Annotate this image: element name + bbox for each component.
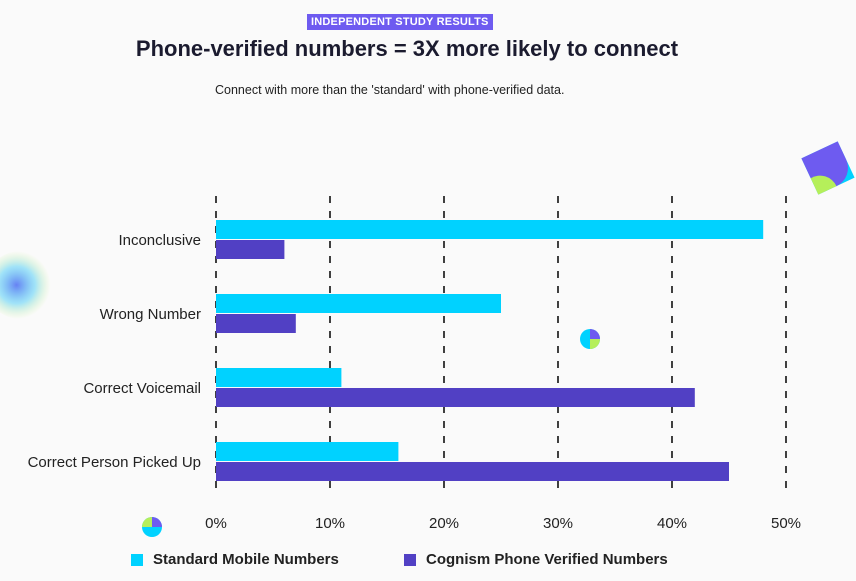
bar-verified bbox=[216, 314, 296, 333]
legend-item-standard: Standard Mobile Numbers bbox=[131, 551, 339, 568]
x-tick-label: 30% bbox=[543, 515, 573, 532]
legend-label-standard: Standard Mobile Numbers bbox=[153, 551, 339, 568]
legend-label-verified: Cognism Phone Verified Numbers bbox=[426, 551, 668, 568]
x-tick-label: 50% bbox=[771, 515, 801, 532]
study-badge: INDEPENDENT STUDY RESULTS bbox=[307, 14, 493, 30]
category-label: Wrong Number bbox=[100, 306, 201, 323]
page-title: Phone-verified numbers = 3X more likely … bbox=[135, 36, 679, 61]
bar-standard bbox=[216, 220, 764, 239]
legend-swatch-standard bbox=[131, 553, 143, 566]
bar-verified bbox=[216, 240, 285, 259]
category-label: Correct Person Picked Up bbox=[28, 454, 201, 471]
bar-standard bbox=[216, 294, 501, 313]
bar-verified bbox=[216, 388, 695, 407]
bar-chart: 0% 10% 20% 30% 40% 50% Inconclusive Wrong Numbe… bbox=[28, 196, 801, 532]
x-tick-label: 10% bbox=[315, 515, 345, 532]
decorative-pie-icon bbox=[580, 329, 600, 349]
x-tick-label: 0% bbox=[205, 515, 227, 532]
legend-item-verified: Cognism Phone Verified Numbers bbox=[404, 551, 668, 568]
category-label: Correct Voicemail bbox=[83, 380, 201, 397]
bar-standard bbox=[216, 442, 399, 461]
bar-standard bbox=[216, 368, 342, 387]
decorative-pie-icon-small bbox=[142, 517, 162, 537]
bar-verified bbox=[216, 462, 729, 481]
category-label: Inconclusive bbox=[118, 232, 201, 249]
x-tick-label: 40% bbox=[657, 515, 687, 532]
legend: Standard Mobile Numbers Cognism Phone Ve… bbox=[0, 551, 856, 573]
decorative-blur-icon bbox=[0, 251, 54, 319]
page-subtitle: Connect with more than the 'standard' wi… bbox=[215, 83, 565, 97]
decorative-shape-icon bbox=[801, 141, 855, 195]
x-tick-label: 20% bbox=[429, 515, 459, 532]
legend-swatch-verified bbox=[404, 553, 416, 566]
